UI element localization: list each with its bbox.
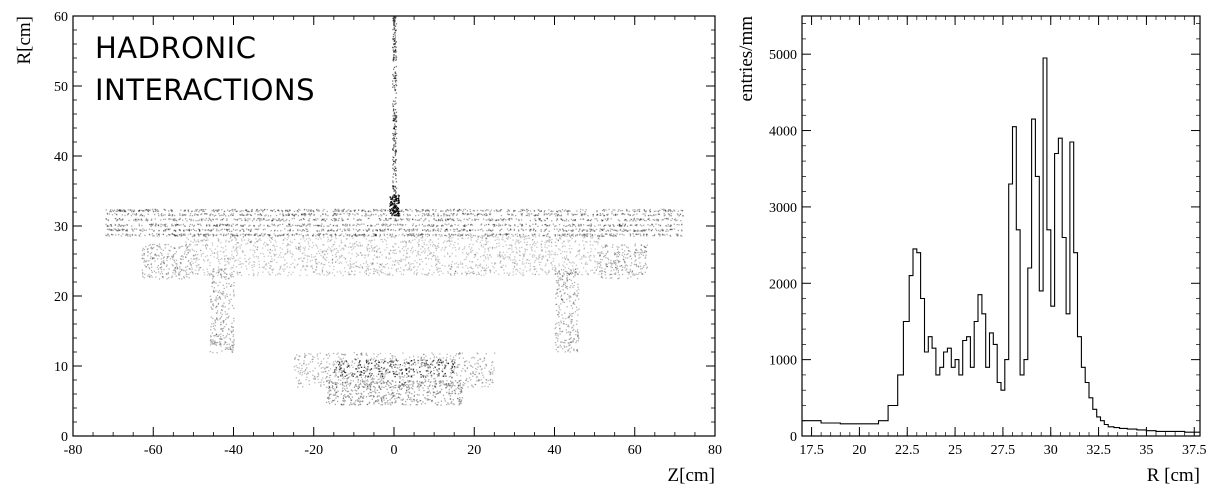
left-x-tick-label: 0 [391, 443, 398, 458]
density-beam-pipe-flange [389, 194, 400, 217]
density-left-end-cap-frame [141, 243, 191, 280]
right-x-tick-label: 25 [948, 443, 962, 458]
left-x-tick-label: -80 [64, 443, 83, 458]
left-y-tick-label: 60 [54, 10, 68, 25]
right-chart: 17.5 20 22.5 25 27.5 30 32.5 35 37.5 0 1000 2000 300… [736, 15, 1207, 484]
left-y-tick-label: 30 [54, 220, 68, 235]
left-y-tick-label: 20 [54, 290, 68, 305]
right-x-tick-label: 32.5 [1086, 443, 1111, 458]
density-lower-support [325, 380, 464, 406]
right-y-tick-label: 5000 [769, 48, 797, 63]
right-x-tick-label: 22.5 [895, 443, 920, 458]
right-y-tick-label: 2000 [769, 277, 797, 292]
left-y-tick-label: 50 [54, 80, 68, 95]
right-plot-frame [801, 15, 1201, 437]
left-y-tick-label: 40 [54, 150, 68, 165]
left-axis-ticks: -80 -60 -40 -20 0 20 40 60 80 0 10 20 30 40 50 60 [54, 10, 722, 458]
left-y-tick-label: 10 [54, 360, 68, 375]
right-y-tick-label: 4000 [769, 125, 797, 140]
density-beam-pipe [392, 16, 398, 213]
left-x-axis-title: Z[cm] [668, 465, 715, 484]
density-right-flange-strips [554, 268, 580, 353]
right-x-tick-label: 37.5 [1182, 443, 1207, 458]
right-x-axis-title: R [cm] [1147, 465, 1200, 484]
density-inner-detector-layers [105, 208, 684, 237]
right-x-tick-label: 30 [1044, 443, 1058, 458]
left-annotation-line-1: HADRONIC [95, 31, 256, 65]
left-chart: -80 -60 -40 -20 0 20 40 60 80 0 10 20 30 40 50 60 HADRO… [14, 10, 722, 484]
left-y-tick-label: 0 [61, 430, 68, 445]
right-x-tick-label: 27.5 [991, 443, 1016, 458]
right-x-tick-label: 20 [852, 443, 866, 458]
left-x-tick-label: -20 [304, 443, 323, 458]
left-x-tick-label: -60 [144, 443, 163, 458]
density-left-flange-strips [209, 268, 235, 354]
density-inner-cylinder [293, 352, 496, 389]
right-axis-ticks: 17.5 20 22.5 25 27.5 30 32.5 35 37.5 0 1000 2000 300… [769, 16, 1207, 458]
density-outer-support-cylinder [185, 233, 604, 277]
right-y-tick-label: 0 [790, 430, 797, 445]
right-x-tick-label: 35 [1139, 443, 1153, 458]
density-inner-rings [334, 359, 456, 378]
density-right-end-cap-frame [599, 243, 649, 280]
right-histogram-series [802, 57, 1200, 433]
right-x-tick-label: 17.5 [799, 443, 824, 458]
right-y-tick-label: 1000 [769, 354, 797, 369]
left-density-map [105, 16, 684, 406]
left-annotation-line-2: INTERACTIONS [95, 73, 315, 107]
left-x-tick-label: 40 [548, 443, 562, 458]
left-x-tick-label: 60 [628, 443, 642, 458]
left-x-tick-label: -40 [224, 443, 243, 458]
left-y-axis-title: R[cm] [14, 16, 35, 65]
left-x-tick-label: 80 [708, 443, 722, 458]
right-y-tick-label: 3000 [769, 201, 797, 216]
right-y-axis-title: entries/mm [736, 16, 757, 102]
left-x-tick-label: 20 [467, 443, 481, 458]
